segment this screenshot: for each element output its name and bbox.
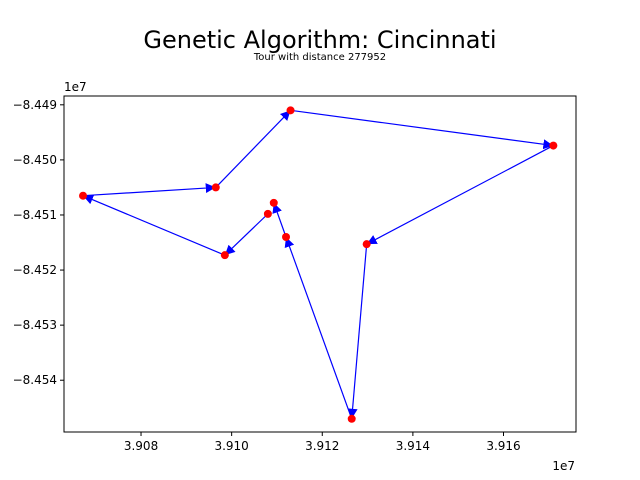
city-point-8 bbox=[263, 209, 272, 218]
x-axis: 3.908 3.910 3.912 3.914 3.916 bbox=[124, 432, 521, 453]
tour-segment-3 bbox=[366, 145, 554, 245]
tour-segment-1 bbox=[215, 109, 291, 188]
x-tick-label-0: 3.908 bbox=[124, 439, 158, 453]
y-offset-label: 1e7 bbox=[64, 80, 87, 94]
tour-segment-5 bbox=[284, 236, 353, 419]
tour-segment-4 bbox=[347, 244, 368, 419]
x-tick-label-1: 3.910 bbox=[214, 439, 248, 453]
city-point-9 bbox=[220, 251, 229, 260]
x-tick-label-3: 3.914 bbox=[396, 439, 430, 453]
y-axis: −8.449 −8.450 −8.451 −8.452 −8.453 −8.454 bbox=[13, 98, 64, 387]
y-tick-label-3: −8.452 bbox=[13, 263, 57, 277]
y-tick-label-4: −8.453 bbox=[13, 318, 57, 332]
tour-segment-7 bbox=[224, 213, 269, 256]
tour-segment-8 bbox=[82, 194, 226, 256]
plot-area bbox=[63, 95, 577, 433]
city-point-2 bbox=[286, 106, 295, 115]
y-tick-label-5: −8.454 bbox=[13, 373, 57, 387]
tour-segment-2 bbox=[290, 109, 554, 150]
city-point-0 bbox=[79, 191, 88, 200]
x-offset-label: 1e7 bbox=[552, 459, 575, 473]
city-point-4 bbox=[362, 240, 371, 249]
tour-paths bbox=[82, 109, 554, 419]
city-point-1 bbox=[211, 183, 220, 192]
x-tick-label-2: 3.912 bbox=[305, 439, 339, 453]
city-point-6 bbox=[282, 233, 291, 242]
chart-subtitle: Tour with distance 277952 bbox=[253, 52, 386, 63]
tour-segment-0 bbox=[82, 183, 216, 197]
city-points bbox=[79, 106, 558, 423]
city-point-5 bbox=[347, 414, 356, 423]
y-tick-label-2: −8.451 bbox=[13, 208, 57, 222]
y-tick-label-0: −8.449 bbox=[13, 98, 57, 112]
city-point-7 bbox=[269, 198, 278, 207]
tour-segment-6 bbox=[272, 202, 287, 238]
chart-title: Genetic Algorithm: Cincinnati bbox=[143, 26, 496, 54]
y-tick-label-1: −8.450 bbox=[13, 153, 57, 167]
x-tick-label-4: 3.916 bbox=[486, 439, 520, 453]
city-point-3 bbox=[549, 141, 558, 150]
